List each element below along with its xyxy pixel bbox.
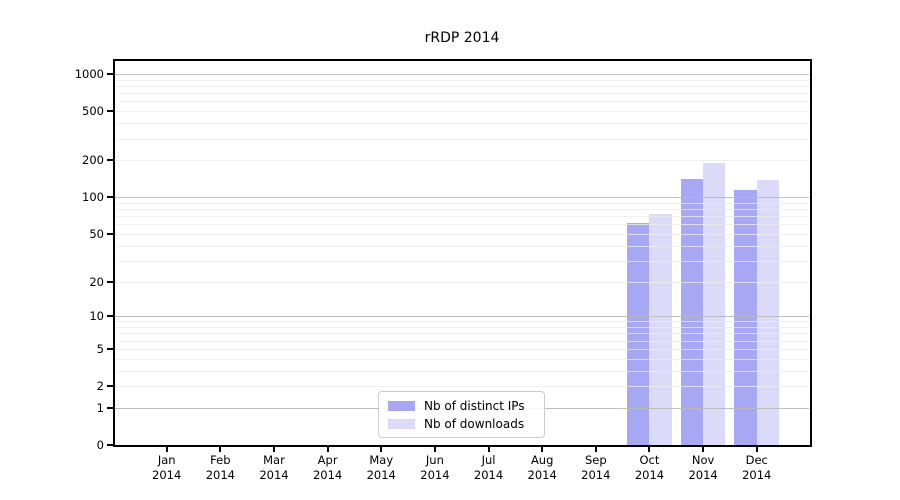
chart-title: rRDP 2014 (424, 30, 500, 46)
x-tick-label: May 2014 (366, 453, 396, 482)
y-tick-mark (107, 232, 114, 235)
y-tick-label: 2 (96, 379, 104, 394)
y-tick-mark (107, 315, 114, 318)
x-tick-label: Jan 2014 (152, 453, 182, 482)
x-tick-label: Jul 2014 (473, 453, 504, 482)
x-tick-mark (326, 446, 329, 452)
legend: Nb of distinct IPs Nb of downloads (378, 391, 545, 438)
y-tick-mark (107, 444, 114, 446)
y-tick-mark (107, 73, 114, 76)
gridline-minor (115, 333, 809, 335)
gridline-minor (115, 101, 809, 103)
legend-swatch-downloads (388, 418, 415, 429)
y-tick-mark (107, 347, 114, 350)
y-tick-label: 200 (82, 153, 104, 168)
bar-distinct-ips-dec (734, 189, 757, 445)
x-tick-label: Dec 2014 (742, 453, 772, 482)
y-tick-label: 10 (89, 309, 104, 324)
y-tick-mark (107, 406, 114, 409)
y-tick-mark (107, 159, 114, 162)
bar-downloads-nov (703, 163, 726, 445)
x-tick-label: Nov 2014 (688, 453, 718, 482)
legend-swatch-distinct-ips (388, 400, 415, 411)
gridline-minor (115, 138, 809, 140)
plot-area (115, 61, 809, 445)
gridline-minor (115, 281, 809, 283)
gridline-minor (115, 123, 809, 125)
gridline-minor (115, 358, 809, 360)
x-tick-mark (219, 446, 222, 452)
x-tick-label: Aug 2014 (527, 453, 557, 482)
gridline-minor (115, 93, 809, 95)
y-tick-label: 20 (89, 274, 104, 289)
gridline-major (115, 74, 809, 76)
x-tick-mark (648, 446, 651, 452)
legend-label-distinct-ips: Nb of distinct IPs (424, 398, 525, 413)
x-tick-mark (380, 446, 383, 452)
gridline-minor (115, 327, 809, 329)
x-tick-label: Apr 2014 (312, 453, 343, 482)
legend-item-distinct-ips: Nb of distinct IPs (388, 399, 544, 413)
y-tick-label: 5 (96, 341, 104, 356)
y-tick-label: 500 (82, 104, 104, 119)
x-tick-label: Jun 2014 (420, 453, 450, 482)
gridline-minor (115, 86, 809, 88)
bar-downloads-oct (649, 213, 672, 445)
gridline-minor (115, 348, 809, 350)
gridline-minor (115, 202, 809, 204)
x-tick-label: Mar 2014 (259, 453, 289, 482)
gridline-minor (115, 340, 809, 342)
x-tick-mark (755, 446, 758, 452)
gridline-minor (115, 321, 809, 323)
gridline-minor (115, 386, 809, 388)
gridline-minor (115, 209, 809, 211)
y-tick-label: 1000 (74, 67, 104, 82)
legend-label-downloads: Nb of downloads (424, 416, 525, 431)
gridline-minor (115, 111, 809, 113)
x-tick-label: Oct 2014 (634, 453, 665, 482)
gridline-major (115, 316, 809, 318)
y-tick-label: 100 (82, 190, 104, 205)
y-tick-label: 1 (96, 400, 104, 415)
bar-distinct-ips-nov (680, 179, 704, 445)
gridline-minor (115, 216, 809, 218)
x-tick-label: Feb 2014 (205, 453, 235, 482)
gridline-minor (115, 245, 809, 247)
gridline-minor (115, 224, 809, 226)
legend-item-downloads: Nb of downloads (388, 417, 544, 431)
y-tick-mark (107, 280, 114, 283)
x-tick-mark (541, 446, 544, 452)
gridline-minor (115, 260, 809, 262)
y-tick-label: 0 (96, 438, 104, 452)
gridline-minor (115, 370, 809, 372)
y-tick-mark (107, 196, 114, 199)
x-tick-label: Sep 2014 (581, 453, 611, 482)
gridline-minor (115, 160, 809, 162)
bar-downloads-dec (756, 180, 780, 445)
x-tick-mark (433, 446, 436, 452)
gridline-minor (115, 233, 809, 235)
y-tick-mark (107, 110, 114, 113)
x-tick-mark (594, 446, 597, 452)
y-tick-mark (107, 385, 114, 388)
x-tick-mark (165, 446, 168, 452)
x-tick-mark (272, 446, 275, 452)
x-tick-mark (702, 446, 705, 452)
y-tick-label: 50 (89, 226, 104, 241)
gridline-major (115, 197, 809, 199)
x-tick-mark (487, 446, 490, 452)
gridline-minor (115, 79, 809, 81)
